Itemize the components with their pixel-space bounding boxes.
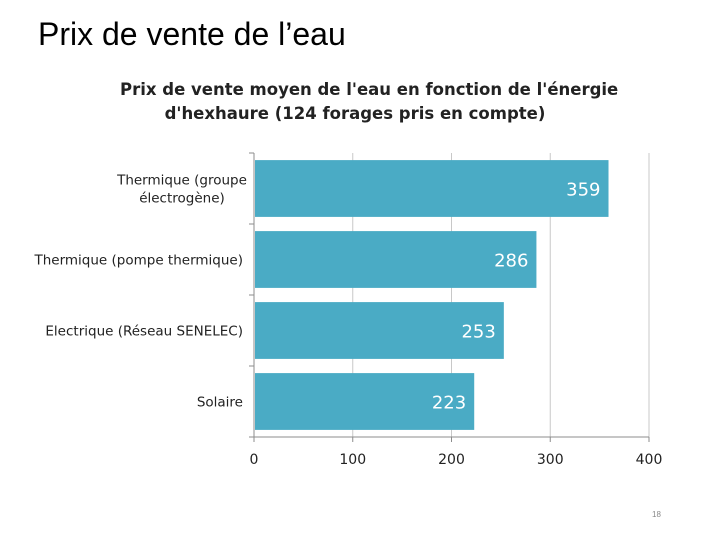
data-label: 223 (432, 393, 466, 414)
category-label: Thermique (groupe électrogène) (116, 173, 247, 207)
x-tick-label: 200 (438, 452, 465, 468)
category-label: Solaire (197, 395, 243, 411)
x-tick-label: 0 (250, 452, 259, 468)
category-label-line: Electrique (Réseau SENELEC) (45, 324, 243, 340)
data-label: 359 (566, 180, 600, 201)
category-label-line: Thermique (groupe (116, 173, 247, 189)
bar (255, 373, 475, 430)
bar (255, 160, 609, 217)
x-tick-label: 400 (636, 452, 663, 468)
axis-layer: 0 100 200 300 400 (249, 152, 663, 468)
bar (255, 231, 537, 288)
label-layer: 359 Thermique (groupe électrogène) 286 Therm… (33, 173, 600, 414)
chart-title-line-2: d'hexhaure (124 forages pris en compte) (164, 104, 546, 123)
x-tick-label: 100 (339, 452, 366, 468)
chart-title: Prix de vente moyen de l'eau en fonction… (120, 78, 619, 126)
bar (255, 302, 504, 359)
bar-layer (255, 160, 609, 430)
page-number: 18 (652, 510, 661, 519)
data-label: 253 (461, 322, 495, 343)
chart-title-line-1: Prix de vente moyen de l'eau en fonction… (120, 80, 619, 99)
x-tick-label: 300 (537, 452, 564, 468)
category-label-line: Thermique (pompe thermique) (33, 253, 243, 269)
category-label-line: électrogène) (139, 191, 225, 207)
category-label: Electrique (Réseau SENELEC) (45, 324, 243, 340)
slide-title: Prix de vente de l’eau (38, 16, 346, 52)
data-label: 286 (494, 251, 528, 272)
category-label-line: Solaire (197, 395, 243, 411)
category-label: Thermique (pompe thermique) (33, 253, 243, 269)
